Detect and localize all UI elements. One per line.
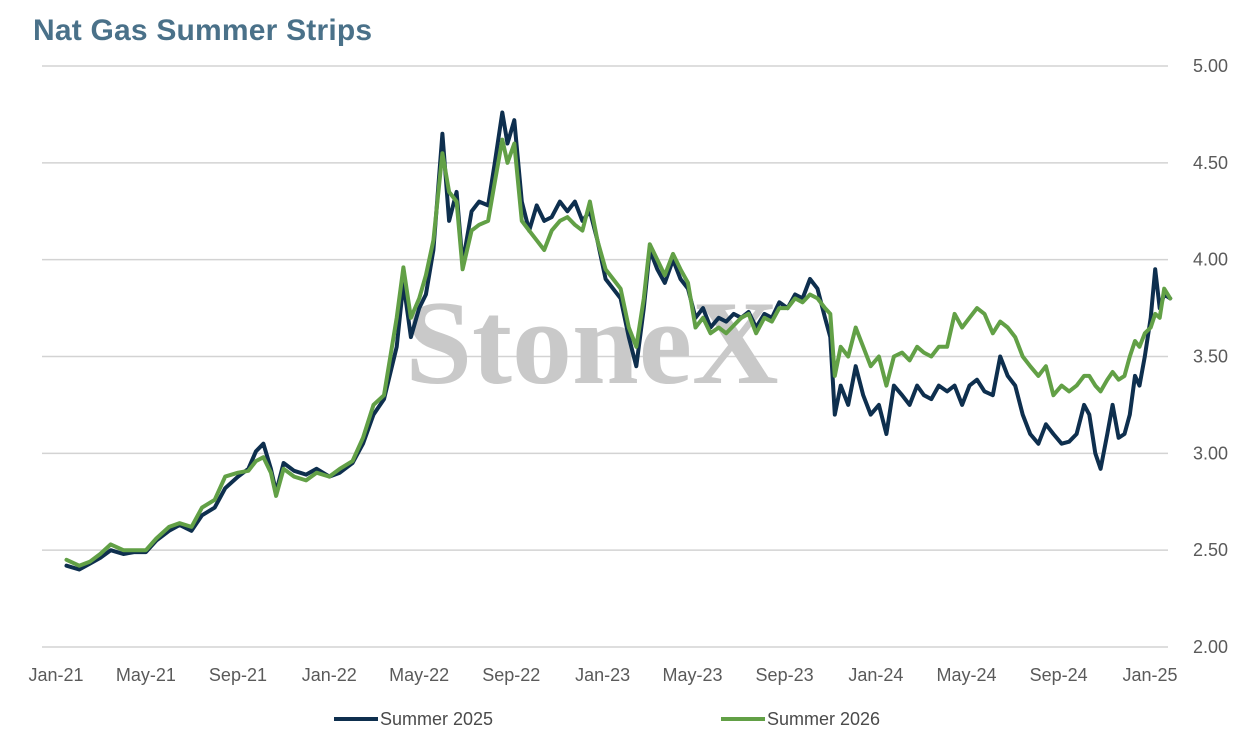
x-tick-label: Jan-22 xyxy=(302,665,357,685)
x-axis-ticks: Jan-21 May-21 Sep-21 Jan-22 May-22 Sep-22 Jan-… xyxy=(28,665,1177,685)
x-tick-label: May-24 xyxy=(937,665,997,685)
legend-label-summer-2026: Summer 2026 xyxy=(767,708,881,729)
x-tick-label: Sep-22 xyxy=(482,665,540,685)
x-tick-label: Jan-21 xyxy=(28,665,83,685)
y-axis-ticks: 5.00 4.50 4.00 3.50 3.00 2.50 2.00 xyxy=(1193,56,1228,657)
y-tick-label: 3.50 xyxy=(1193,347,1228,367)
series-line-summer-2026 xyxy=(64,137,1173,568)
series-lines xyxy=(64,110,1173,572)
x-tick-label: Sep-23 xyxy=(756,665,814,685)
gridlines xyxy=(42,65,1168,648)
legend-swatch-summer-2026 xyxy=(721,717,765,721)
x-tick-label: May-21 xyxy=(116,665,176,685)
x-tick-label: Sep-24 xyxy=(1030,665,1088,685)
y-tick-label: 3.00 xyxy=(1193,443,1228,463)
legend-swatch-summer-2025 xyxy=(334,717,378,721)
x-tick-label: May-23 xyxy=(662,665,722,685)
y-tick-label: 4.00 xyxy=(1193,250,1228,270)
watermark-stonex: StoneX xyxy=(405,276,778,409)
y-tick-label: 5.00 xyxy=(1193,56,1228,76)
x-tick-label: May-22 xyxy=(389,665,449,685)
legend-label-summer-2025: Summer 2025 xyxy=(380,708,494,729)
series-line-summer-2025 xyxy=(64,110,1173,572)
y-tick-label: 4.50 xyxy=(1193,153,1228,173)
legend-item-summer-2025: Summer 2025 xyxy=(334,707,493,731)
x-tick-label: Jan-23 xyxy=(575,665,630,685)
chart-title: Nat Gas Summer Strips xyxy=(33,14,373,47)
x-tick-label: Sep-21 xyxy=(209,665,267,685)
legend-item-summer-2026: Summer 2026 xyxy=(721,707,880,731)
y-tick-label: 2.00 xyxy=(1193,637,1228,657)
y-tick-label: 2.50 xyxy=(1193,540,1228,560)
x-tick-label: Jan-24 xyxy=(848,665,903,685)
x-tick-label: Jan-25 xyxy=(1122,665,1177,685)
